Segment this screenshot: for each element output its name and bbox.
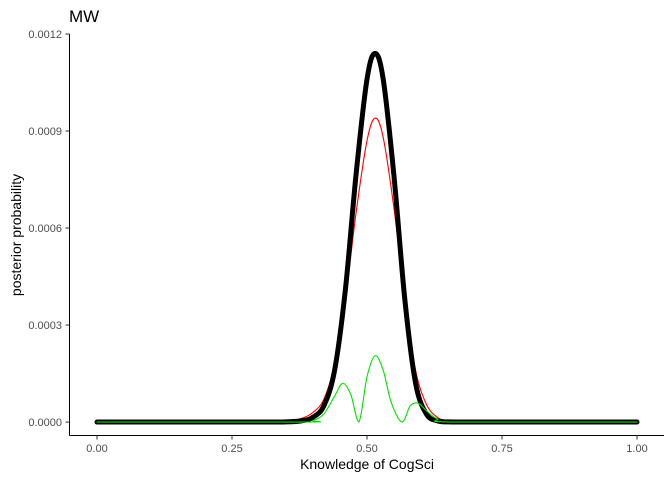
y-tick-label: 0.0006 bbox=[28, 223, 62, 235]
series-layer bbox=[94, 50, 640, 425]
x-tick-label: 0.25 bbox=[221, 443, 242, 455]
y-tick-label: 0.0012 bbox=[28, 29, 62, 41]
x-tick-label: 0.00 bbox=[86, 443, 107, 455]
x-ticks: 0.00 0.25 0.50 0.75 1.00 bbox=[86, 435, 648, 455]
x-axis-title: Knowledge of CogSci bbox=[300, 456, 434, 472]
chart-title: MW bbox=[69, 7, 99, 26]
y-axis-title: posterior probability bbox=[8, 174, 24, 296]
y-tick-label: 0.0000 bbox=[28, 417, 62, 429]
x-tick-label: 0.75 bbox=[491, 443, 512, 455]
x-tick-label: 0.50 bbox=[356, 443, 377, 455]
series-line-2 bbox=[94, 50, 640, 425]
y-tick-label: 0.0003 bbox=[28, 320, 62, 332]
y-tick-label: 0.0009 bbox=[28, 126, 62, 138]
x-tick-label: 1.00 bbox=[626, 443, 647, 455]
series-line-3 bbox=[96, 355, 638, 423]
y-ticks: 0.0000 0.0003 0.0006 0.0009 0.0012 bbox=[28, 29, 70, 429]
